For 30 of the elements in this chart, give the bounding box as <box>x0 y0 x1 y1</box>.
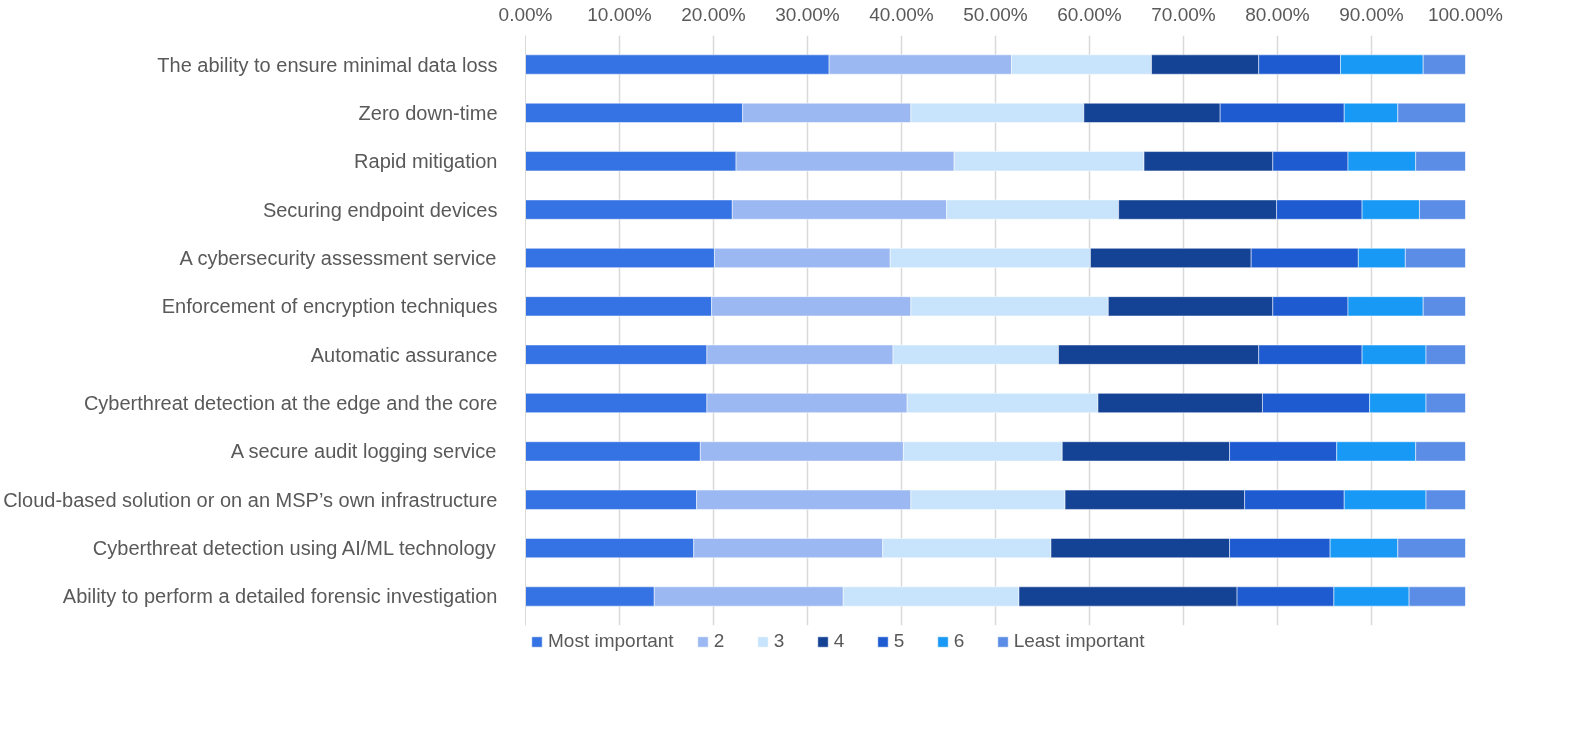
x-tick-label: 100.00% <box>1428 3 1504 25</box>
y-tick-label: Enforcement of encryption techniques <box>161 295 498 318</box>
y-tick-label: The ability to ensure minimal data loss <box>157 53 498 76</box>
legend-label: 3 <box>773 630 786 652</box>
y-tick-label: Cyberthreat detection at the edge and the core <box>83 392 498 415</box>
y-tick-label: Cyberthreat detection using AI/ML technology <box>92 537 496 560</box>
x-tick-label: 20.00% <box>681 3 746 25</box>
legend-label: Least important <box>1013 630 1145 652</box>
y-tick-label: Rapid mitigation <box>354 150 498 173</box>
legend-label: 6 <box>953 630 966 652</box>
x-tick-label: 50.00% <box>963 3 1028 25</box>
x-tick-label: 0.00% <box>498 3 553 25</box>
y-tick-label: Automatic assurance <box>310 343 498 366</box>
x-tick-label: 30.00% <box>775 3 840 25</box>
legend-label: Most important <box>548 630 674 652</box>
x-tick-label: 90.00% <box>1339 3 1404 25</box>
x-tick-label: 60.00% <box>1057 3 1122 25</box>
x-tick-label: 70.00% <box>1151 3 1216 25</box>
legend-label: 5 <box>893 630 906 652</box>
legend-label: 4 <box>833 630 846 652</box>
x-tick-label: 10.00% <box>587 3 652 25</box>
y-tick-label: Securing endpoint devices <box>262 198 498 221</box>
y-tick-label: A cybersecurity assessment service <box>179 246 497 269</box>
y-tick-label: Cloud-based solution or on an MSP’s own infrastructure <box>3 488 498 511</box>
y-tick-label: Ability to perform a detailed forensic investigation <box>62 585 498 608</box>
y-tick-label: A secure audit logging service <box>230 440 497 463</box>
x-tick-label: 80.00% <box>1245 3 1310 25</box>
y-tick-label: Zero down-time <box>358 101 498 124</box>
x-tick-label: 40.00% <box>869 3 934 25</box>
legend-label: 2 <box>713 630 726 652</box>
